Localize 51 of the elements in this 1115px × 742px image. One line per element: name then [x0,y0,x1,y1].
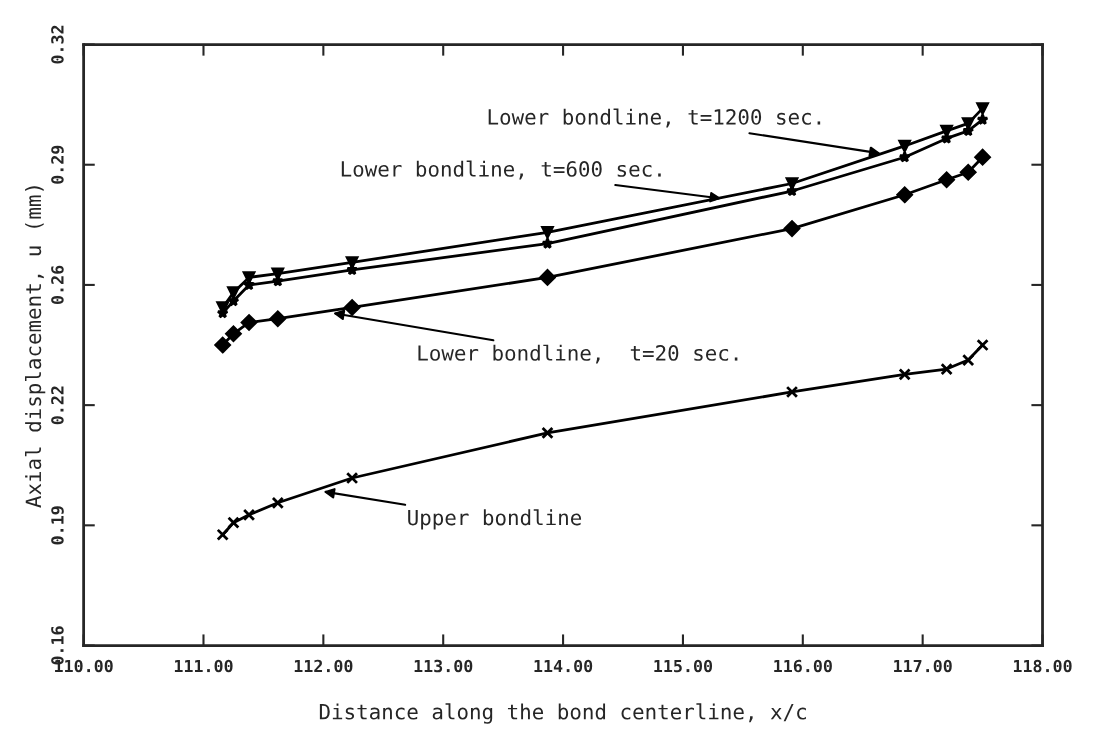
y-tick-label: 0.29 [51,145,64,184]
point [227,516,240,529]
point [541,237,554,249]
point [539,269,556,286]
point [976,113,989,125]
point [783,220,801,237]
y-tick-label: 0.19 [51,506,64,545]
x-tick-label: 115.00 [654,659,713,673]
point [269,310,287,327]
point [216,528,229,541]
point [541,426,554,440]
point [959,163,977,181]
point [976,102,989,115]
point [940,124,953,138]
annotation: Lower bondline, t=20 sec. [418,344,738,364]
y-tick-label: 0.26 [51,265,64,304]
point [896,186,913,204]
point [898,139,911,153]
point [225,325,242,343]
point [271,267,285,280]
point [974,148,991,166]
x-tick-label: 114.00 [534,659,593,673]
point [227,286,240,299]
x-tick-label: 111.00 [174,659,233,673]
annotation: Lower bondline, t=1200 sec. [488,108,821,128]
x-tick-label: 112.00 [294,659,353,673]
point [961,117,975,130]
point [345,471,359,485]
annotation: Upper bondline [408,509,582,530]
y-axis-title: Axial displacement, u (mm) [25,186,46,508]
point [961,353,975,367]
point [214,336,231,354]
point [240,314,258,331]
point [938,171,955,189]
y-tick-label: 0.22 [51,386,64,425]
point [898,368,911,381]
point [785,385,799,399]
point [940,362,953,376]
point [976,338,989,352]
y-tick-label: 0.32 [51,25,64,64]
point [541,226,554,239]
x-tick-label: 116.00 [774,659,832,673]
point [343,299,361,316]
point [271,496,285,510]
x-tick-label: 113.00 [414,659,473,673]
point [242,508,256,522]
x-tick-label: 118.00 [1013,659,1072,673]
x-axis-title: Distance along the bond centerline, x/c [319,703,806,724]
annotation: Lower bondline, t=600 sec. [341,160,661,180]
x-tick-label: 117.00 [894,659,952,673]
point [345,256,359,269]
